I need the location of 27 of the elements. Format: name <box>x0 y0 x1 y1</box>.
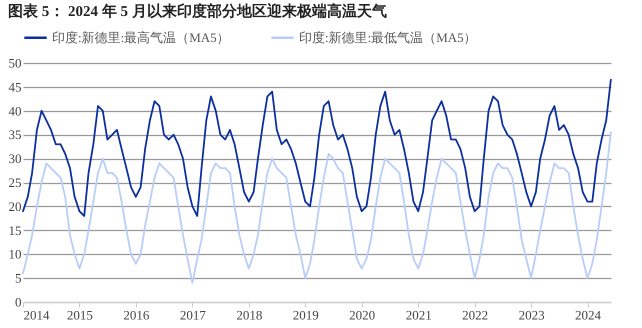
x-tick-label: 2022 <box>462 308 488 322</box>
x-tick-label: 2014 <box>24 308 50 322</box>
legend-label: 印度:新德里:最低气温（MA5） <box>299 30 477 45</box>
y-tick-label: 50 <box>8 56 22 70</box>
y-tick-label: 15 <box>8 222 22 238</box>
x-tick-label: 2018 <box>236 308 262 322</box>
x-tick-label: 2017 <box>180 308 206 322</box>
y-tick-label: 45 <box>8 79 22 94</box>
line-series <box>22 78 612 217</box>
x-tick-label: 2021 <box>406 308 432 322</box>
line-series <box>22 131 612 284</box>
y-tick-label: 10 <box>8 246 22 262</box>
x-tick-label: 2015 <box>66 308 93 322</box>
x-tick-label: 2016 <box>123 308 150 322</box>
chart-title: 图表 5： 2024 年 5 月以来印度部分地区迎来极端高温天气 <box>8 2 387 20</box>
y-tick-label: 30 <box>8 151 22 166</box>
y-tick-label: 25 <box>8 175 22 190</box>
x-tick-label: 2020 <box>349 308 376 322</box>
x-tick-label: 2024 <box>575 308 602 322</box>
x-tick-label: 2019 <box>292 308 319 322</box>
y-tick-label: 0 <box>15 294 22 310</box>
y-tick-label: 5 <box>15 270 22 286</box>
x-tick-label: 2023 <box>518 308 545 322</box>
legend-label: 印度:新德里:最高气温（MA5） <box>52 30 230 45</box>
y-tick-label: 35 <box>8 127 22 142</box>
y-tick-label: 40 <box>8 103 22 118</box>
y-tick-label: 20 <box>8 198 22 214</box>
